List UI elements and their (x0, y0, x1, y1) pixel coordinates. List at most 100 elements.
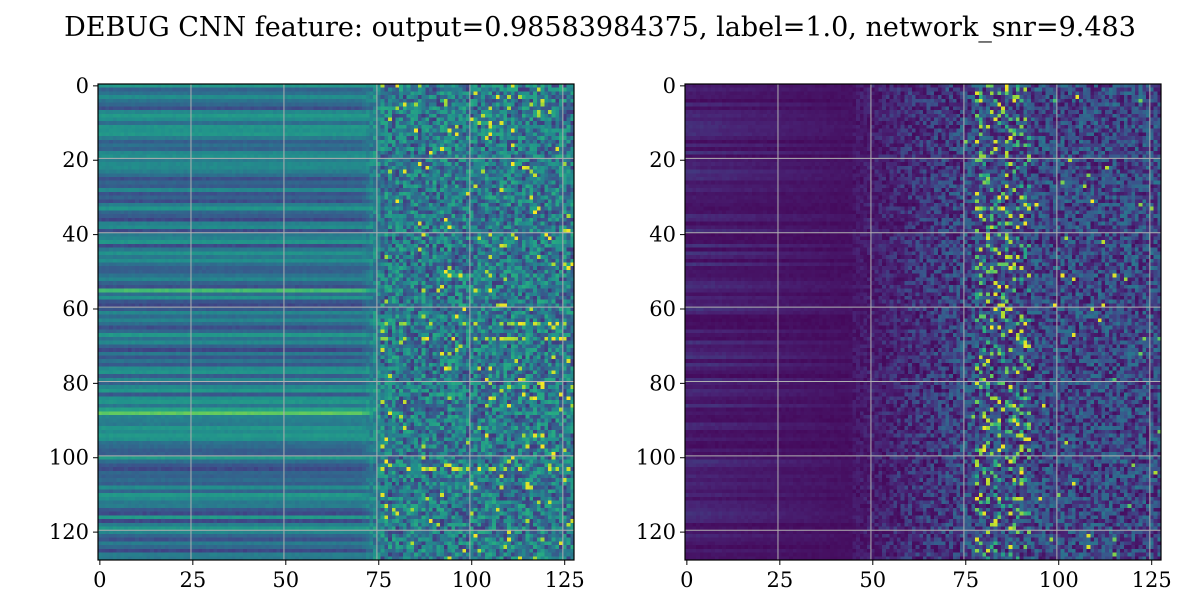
heatmap-cell (488, 103, 492, 107)
heatmap-cell (232, 136, 236, 140)
heatmap-cell (120, 117, 124, 121)
heatmap-cell (180, 117, 184, 121)
heatmap-cell (351, 91, 355, 95)
heatmap-cell (198, 129, 202, 133)
heatmap-cell (388, 184, 392, 188)
heatmap-cell (347, 136, 351, 140)
heatmap-cell (262, 84, 266, 88)
heatmap-cell (265, 184, 269, 188)
heatmap-cell (392, 140, 396, 144)
heatmap-cell (548, 177, 552, 181)
heatmap-cell (355, 103, 359, 107)
heatmap-cell (529, 170, 533, 174)
heatmap-cell (492, 177, 496, 181)
heatmap-cell (396, 121, 400, 125)
heatmap-cell (180, 136, 184, 140)
heatmap-cell (529, 181, 533, 185)
heatmap-cell (436, 103, 440, 107)
heatmap-cell (515, 91, 519, 95)
heatmap-cell (444, 184, 448, 188)
heatmap-cell (288, 173, 292, 177)
heatmap-cell (295, 158, 299, 162)
heatmap-cell (217, 162, 221, 166)
heatmap-cell (98, 192, 102, 196)
heatmap-cell (306, 166, 310, 170)
heatmap-cell (213, 114, 217, 118)
heatmap-cell (488, 192, 492, 196)
heatmap-cell (120, 99, 124, 103)
heatmap-cell (474, 91, 478, 95)
heatmap-cell (436, 192, 440, 196)
heatmap-cell (284, 196, 288, 200)
heatmap-cell (146, 114, 150, 118)
heatmap-cell (503, 110, 507, 114)
heatmap-cell (488, 110, 492, 114)
heatmap-cell (410, 84, 414, 88)
heatmap-cell (135, 184, 139, 188)
heatmap-cell (358, 117, 362, 121)
heatmap-cell (418, 106, 422, 110)
heatmap-cell (507, 144, 511, 148)
heatmap-cell (310, 106, 314, 110)
heatmap-cell (117, 129, 121, 133)
heatmap-cell (481, 132, 485, 136)
heatmap-cell (422, 129, 426, 133)
heatmap-cell (258, 181, 262, 185)
heatmap-cell (258, 158, 262, 162)
heatmap-cell (102, 110, 106, 114)
heatmap-cell (262, 125, 266, 129)
heatmap-cell (288, 162, 292, 166)
heatmap-cell (388, 91, 392, 95)
heatmap-cell (451, 184, 455, 188)
heatmap-cell (306, 91, 310, 95)
heatmap-cell (422, 132, 426, 136)
heatmap-cell (262, 170, 266, 174)
heatmap-cell (306, 114, 310, 118)
heatmap-cell (143, 203, 147, 207)
heatmap-cell (284, 121, 288, 125)
heatmap-cell (314, 199, 318, 203)
heatmap-cell (555, 136, 559, 140)
heatmap-cell (139, 170, 143, 174)
heatmap-cell (262, 88, 266, 92)
heatmap-cell (321, 147, 325, 151)
heatmap-cell (332, 121, 336, 125)
heatmap-cell (567, 91, 571, 95)
heatmap-cell (277, 199, 281, 203)
heatmap-cell (146, 199, 150, 203)
heatmap-cell (154, 151, 158, 155)
heatmap-cell (202, 170, 206, 174)
heatmap-cell (98, 199, 102, 203)
heatmap-cell (254, 147, 258, 151)
heatmap-cell (541, 132, 545, 136)
heatmap-cell (154, 158, 158, 162)
heatmap-cell (191, 162, 195, 166)
heatmap-cell (277, 121, 281, 125)
heatmap-cell (176, 110, 180, 114)
heatmap-cell (98, 129, 102, 133)
heatmap-cell (143, 181, 147, 185)
heatmap-cell (451, 125, 455, 129)
heatmap-cell (544, 136, 548, 140)
heatmap-cell (552, 132, 556, 136)
heatmap-cell (310, 125, 314, 129)
heatmap-cell (563, 147, 567, 151)
heatmap-cell (273, 121, 277, 125)
heatmap-cell (507, 166, 511, 170)
heatmap-cell (198, 140, 202, 144)
heatmap-cell (451, 103, 455, 107)
heatmap-cell (139, 88, 143, 92)
heatmap-cell (299, 99, 303, 103)
heatmap-cell (247, 84, 251, 88)
heatmap-cell (202, 84, 206, 88)
heatmap-cell (228, 181, 232, 185)
heatmap-cell (124, 140, 128, 144)
heatmap-cell (496, 117, 500, 121)
heatmap-cell (265, 140, 269, 144)
heatmap-cell (105, 170, 109, 174)
heatmap-cell (258, 151, 262, 155)
heatmap-cell (284, 114, 288, 118)
heatmap-cell (135, 136, 139, 140)
heatmap-cell (310, 129, 314, 133)
heatmap-cell (243, 110, 247, 114)
